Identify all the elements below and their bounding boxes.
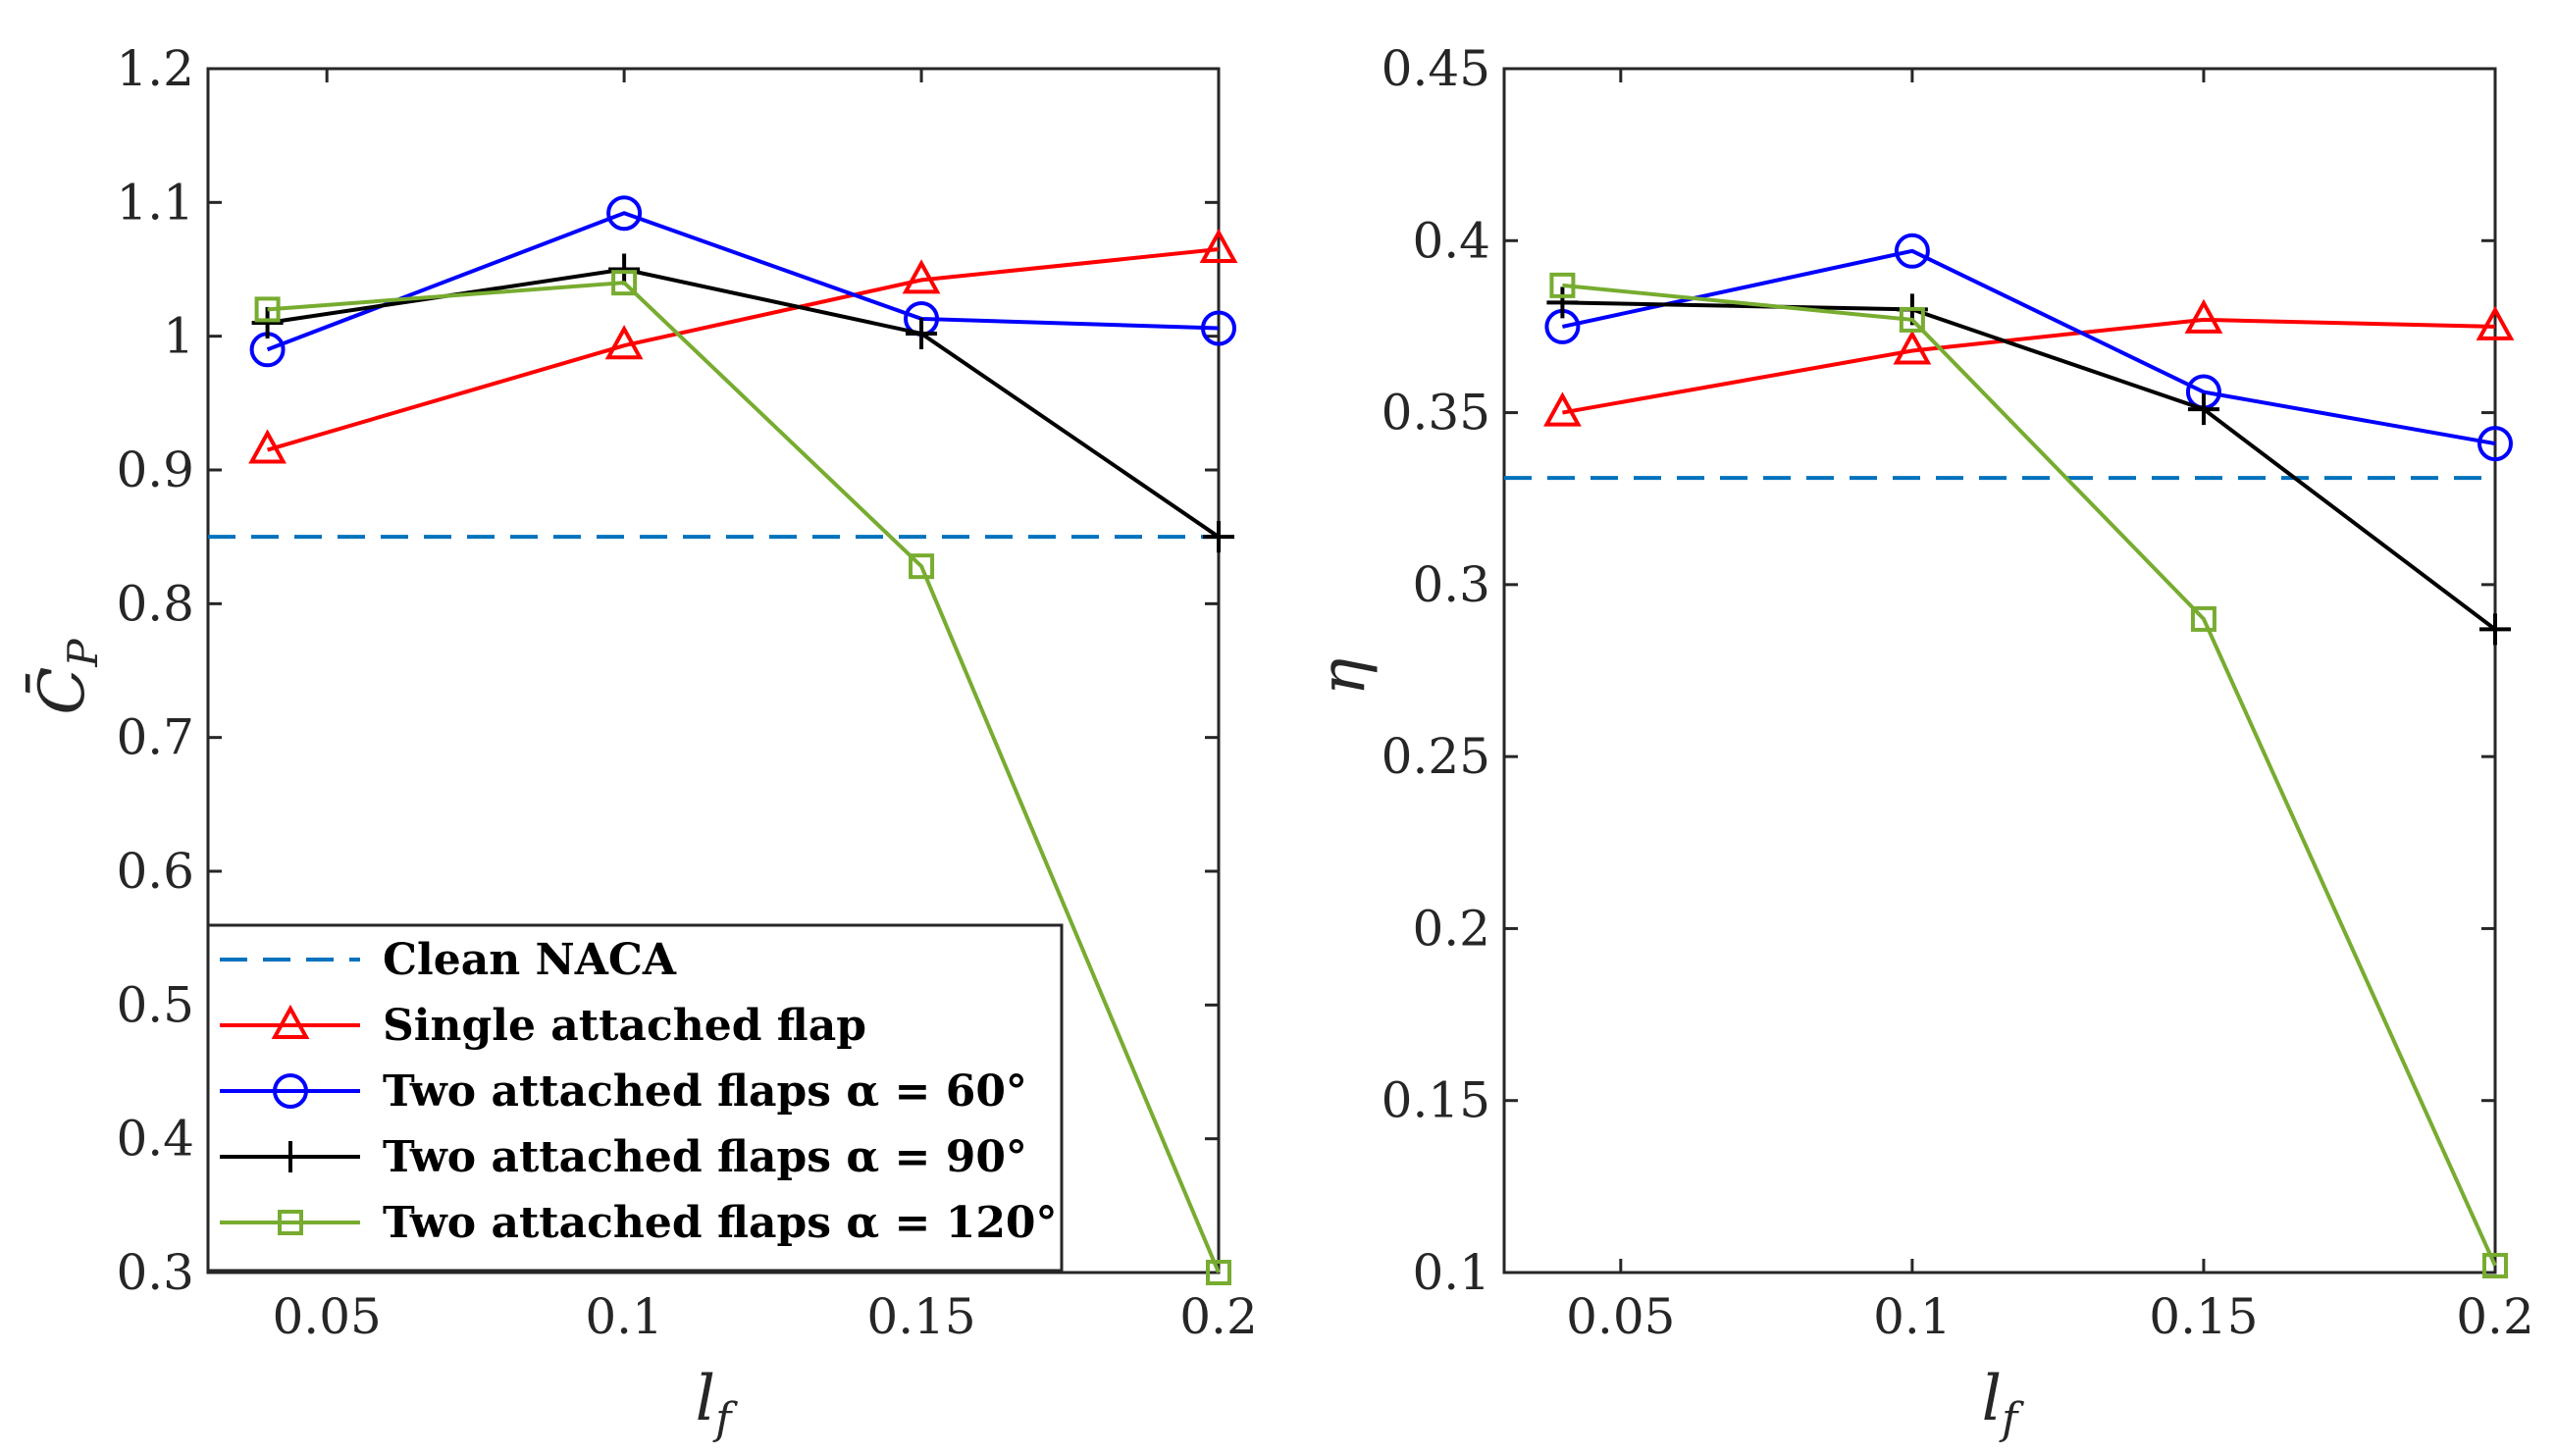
legend-marker-3: [275, 1141, 306, 1172]
y-tick-label: 0.45: [1382, 40, 1490, 97]
data-point-1-2: [2184, 298, 2223, 334]
x-tick-label: 0.2: [2456, 1288, 2534, 1345]
data-point-3-3: [2479, 613, 2511, 646]
legend-entry-1: Single attached flap: [383, 1001, 866, 1051]
data-point-2-3: [1201, 310, 1236, 346]
y-axis-label: η: [1307, 658, 1380, 696]
y-tick-label: 0.2: [1412, 900, 1490, 957]
x-tick-label: 0.1: [1873, 1288, 1952, 1345]
x-tick-label: 0.15: [2149, 1288, 2258, 1345]
plot-area: [206, 67, 1221, 1274]
series-4: [254, 270, 1231, 1285]
legend-marker-1: [271, 1004, 310, 1039]
legend: Clean NACA Single attached flap Two attach…: [206, 923, 1064, 1273]
data-point-4-3: [2482, 1252, 2508, 1278]
y-tick-label: 0.1: [1412, 1244, 1490, 1301]
data-point-4-0: [1549, 272, 1576, 298]
x-axis-label: lf: [1982, 1363, 2024, 1444]
y-tick-label: 0.35: [1382, 385, 1490, 442]
x-axis-label: lf: [696, 1363, 738, 1444]
data-point-2-1: [1894, 233, 1930, 269]
series-line-1: [1562, 317, 2496, 415]
data-point-3-2: [906, 317, 938, 349]
x-tick-label: 0.05: [1566, 1288, 1675, 1345]
y-tick-label: 0.6: [116, 843, 194, 900]
data-point-3-0: [251, 307, 284, 339]
data-point-1-1: [604, 325, 644, 360]
y-tick-label: 0.15: [1382, 1072, 1490, 1129]
data-point-4-3: [1206, 1260, 1231, 1285]
data-point-1-3: [1199, 228, 1238, 264]
y-axis-label: C̄P: [25, 639, 107, 715]
legend-entry-2: Two attached flaps α = 60°: [383, 1066, 1027, 1117]
series-line-2: [1561, 248, 2496, 446]
y-tick-label: 0.8: [116, 575, 194, 632]
panel-2: 0.1 0.15 0.2 0.25 0.3 0.35 0.4 0.45 0.05 0.1 0.15 0…: [1307, 40, 2534, 1444]
series-line-3: [1562, 300, 2497, 632]
data-point-3-0: [1546, 286, 1579, 319]
series-2: [1544, 233, 2513, 462]
data-point-4-2: [909, 553, 935, 580]
series-line-3: [267, 267, 1221, 539]
y-tick-label: 0.9: [116, 442, 194, 498]
data-point-1-2: [902, 259, 941, 294]
series-line-1: [267, 247, 1220, 452]
legend-marker-4: [278, 1210, 303, 1235]
y-tick-label: 0.3: [116, 1244, 194, 1301]
y-tick-label: 0.4: [1412, 212, 1490, 269]
series-line-2: [266, 211, 1220, 352]
x-tick-label: 0.15: [866, 1288, 975, 1345]
y-tick-label: 1: [163, 308, 194, 365]
data-point-1-1: [1893, 330, 1932, 365]
legend-entry-4: Two attached flaps α = 120°: [383, 1198, 1058, 1248]
data-point-1-0: [248, 429, 287, 464]
x-tick-label: 0.05: [273, 1288, 382, 1345]
data-point-4-2: [2190, 605, 2216, 632]
legend-entry-3: Two attached flaps α = 90°: [383, 1132, 1027, 1182]
legend-box: [206, 923, 1064, 1273]
data-point-1-0: [1543, 391, 1582, 427]
data-point-2-1: [606, 195, 643, 232]
y-tick-label: 0.7: [116, 709, 194, 766]
data-point-4-0: [254, 296, 281, 323]
series-1: [1543, 298, 2515, 427]
y-tick-label: 0.25: [1382, 728, 1490, 785]
y-tick-label: 0.4: [116, 1111, 194, 1168]
legend-marker-2: [273, 1073, 308, 1109]
series-1: [248, 228, 1238, 464]
series-3: [1546, 286, 2511, 646]
plot-area: [1502, 67, 2497, 1274]
x-tick-label: 0.2: [1179, 1288, 1258, 1345]
legend-entry-0: Clean NACA: [383, 935, 677, 985]
panel-1: 0.3 0.4 0.5 0.6 0.7 0.8 0.9 1 1.1 1.2 0.05 0.1 0.15 0…: [25, 40, 1257, 1444]
data-point-4-1: [611, 270, 638, 296]
y-tick-label: 0.3: [1412, 556, 1490, 613]
data-point-2-3: [2477, 426, 2513, 462]
y-tick-label: 1.1: [116, 174, 194, 231]
series-line-4: [267, 281, 1221, 1274]
y-tick-label: 0.5: [116, 976, 194, 1033]
series-4: [1549, 272, 2508, 1278]
data-point-3-1: [608, 253, 641, 286]
data-point-1-3: [2476, 305, 2515, 340]
data-point-3-3: [1203, 521, 1234, 553]
y-tick-label: 1.2: [116, 40, 194, 97]
x-tick-label: 0.1: [585, 1288, 663, 1345]
data-point-4-1: [1899, 306, 1925, 333]
series-2: [249, 195, 1236, 368]
series-line-4: [1562, 283, 2497, 1267]
data-point-3-2: [2187, 393, 2219, 426]
